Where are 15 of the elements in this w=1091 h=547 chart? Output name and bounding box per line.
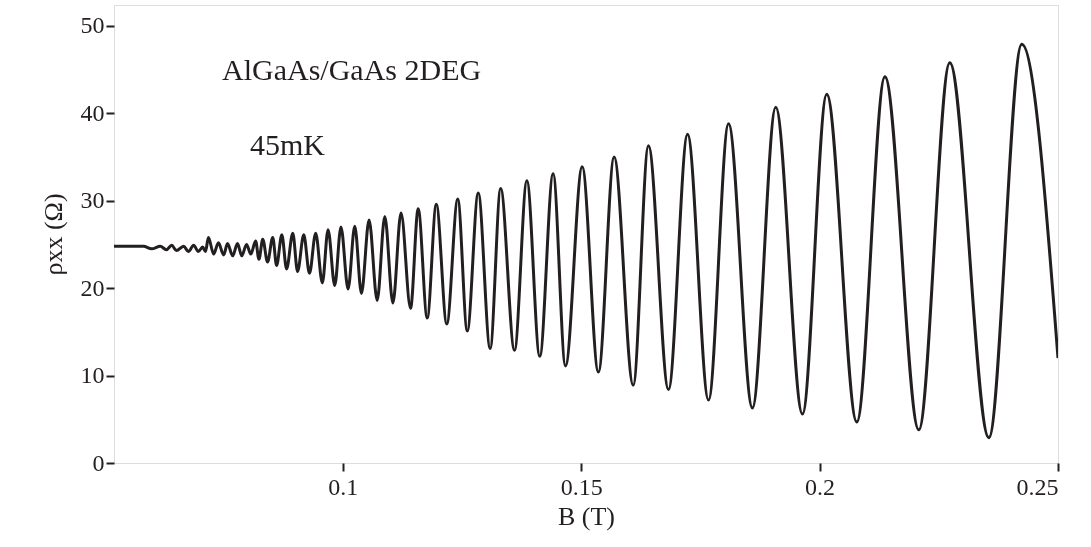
y-tick-label: 10: [80, 362, 105, 389]
line-series: [114, 42, 1058, 440]
annotation: AlGaAs/GaAs 2DEG: [222, 53, 482, 86]
y-tick-label: 40: [80, 99, 105, 126]
annotation: 45mK: [250, 128, 326, 161]
x-axis-title: B (T): [557, 501, 616, 531]
x-tick-label: 0.2: [805, 473, 836, 500]
y-tick-label: 30: [80, 187, 105, 214]
x-tick-label: 0.15: [560, 473, 603, 500]
y-tick-label: 20: [80, 274, 105, 301]
y-tick-label: 0: [92, 449, 105, 476]
y-axis-title: ρxx (Ω): [38, 193, 68, 276]
y-tick-label: 50: [80, 12, 105, 39]
x-tick-label: 0.1: [328, 473, 359, 500]
x-tick-label: 0.25: [1016, 473, 1059, 500]
